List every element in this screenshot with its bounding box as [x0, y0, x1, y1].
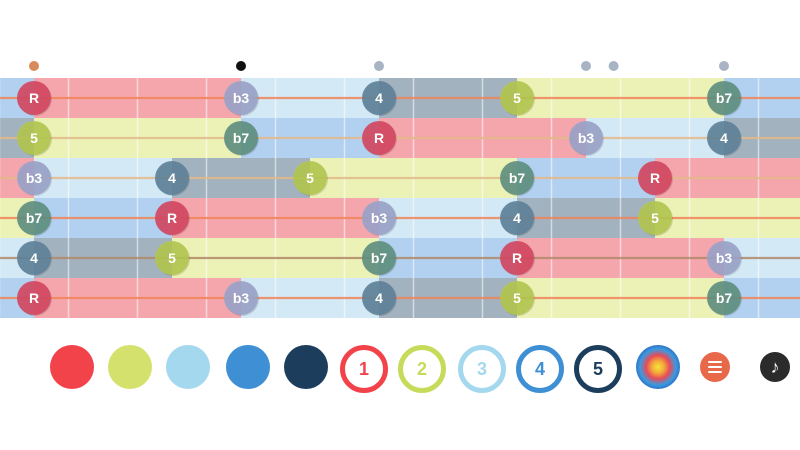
note-dot — [17, 161, 51, 195]
heatmap-icon[interactable] — [636, 345, 680, 389]
note-label: b3 — [371, 210, 388, 226]
note-dot — [155, 241, 189, 275]
fret-marker — [374, 61, 384, 71]
note-label: R — [29, 90, 39, 106]
note-dot — [224, 281, 258, 315]
note-dot — [224, 81, 258, 115]
note-dot — [707, 121, 741, 155]
note-label: 5 — [651, 210, 659, 226]
note-label: 5 — [30, 130, 38, 146]
note-dot — [362, 121, 396, 155]
degree-ring-5[interactable]: 5 — [574, 345, 622, 393]
fret-marker — [236, 61, 246, 71]
menu-icon-bar — [708, 366, 722, 368]
swatch-red[interactable] — [50, 345, 94, 389]
fret-marker — [608, 61, 619, 71]
note-label: R — [167, 210, 177, 226]
note-dot — [638, 161, 672, 195]
menu-icon-bar — [708, 361, 722, 363]
note-label: R — [512, 250, 522, 266]
note-dot — [638, 201, 672, 235]
note-label: b3 — [578, 130, 595, 146]
note-label: R — [29, 290, 39, 306]
menu-icon[interactable] — [700, 352, 730, 382]
note-dot — [569, 121, 603, 155]
color-palette: 1 2 3 4 5 ♪ — [0, 340, 800, 400]
note-label: 4 — [30, 250, 38, 266]
note-dot — [500, 281, 534, 315]
note-dot — [17, 81, 51, 115]
note-label: b3 — [716, 250, 733, 266]
note-label: b7 — [371, 250, 388, 266]
menu-icon-bar — [708, 371, 722, 373]
note-dot — [17, 281, 51, 315]
note-label: 5 — [513, 90, 521, 106]
note-label: 4 — [720, 130, 728, 146]
note-label: b7 — [509, 170, 526, 186]
note-label: b7 — [716, 90, 733, 106]
swatch-lime[interactable] — [108, 345, 152, 389]
note-dot — [707, 281, 741, 315]
note-dot — [500, 81, 534, 115]
note-dot — [500, 161, 534, 195]
note-dot — [362, 281, 396, 315]
degree-ring-3[interactable]: 3 — [458, 345, 506, 393]
swatch-blue[interactable] — [226, 345, 270, 389]
note-label: 5 — [168, 250, 176, 266]
note-label: 5 — [306, 170, 314, 186]
note-dot — [293, 161, 327, 195]
music-note-icon[interactable]: ♪ — [760, 352, 790, 382]
swatch-light-blue[interactable] — [166, 345, 210, 389]
note-dot — [707, 81, 741, 115]
note-label: R — [650, 170, 660, 186]
note-label: b3 — [26, 170, 43, 186]
note-dot — [362, 241, 396, 275]
note-label: b3 — [233, 90, 250, 106]
note-dot — [500, 241, 534, 275]
swatch-navy[interactable] — [284, 345, 328, 389]
note-dot — [155, 201, 189, 235]
note-label: b7 — [716, 290, 733, 306]
note-dot — [224, 121, 258, 155]
fret-marker — [719, 61, 729, 71]
note-label: 4 — [375, 90, 383, 106]
note-label: b7 — [233, 130, 250, 146]
note-dot — [17, 201, 51, 235]
note-dot — [707, 241, 741, 275]
note-dot — [155, 161, 189, 195]
note-label: b7 — [26, 210, 43, 226]
note-dot — [17, 121, 51, 155]
note-label: 4 — [513, 210, 521, 226]
degree-ring-2[interactable]: 2 — [398, 345, 446, 393]
note-label: 4 — [375, 290, 383, 306]
degree-ring-4[interactable]: 4 — [516, 345, 564, 393]
note-label: R — [374, 130, 384, 146]
fret-marker — [29, 61, 39, 71]
fret-marker — [581, 61, 591, 71]
note-label: 4 — [168, 170, 176, 186]
note-dot — [17, 241, 51, 275]
degree-ring-1[interactable]: 1 — [340, 345, 388, 393]
note-dot — [362, 81, 396, 115]
note-label: 5 — [513, 290, 521, 306]
note-dot — [500, 201, 534, 235]
note-dot — [362, 201, 396, 235]
note-label: b3 — [233, 290, 250, 306]
